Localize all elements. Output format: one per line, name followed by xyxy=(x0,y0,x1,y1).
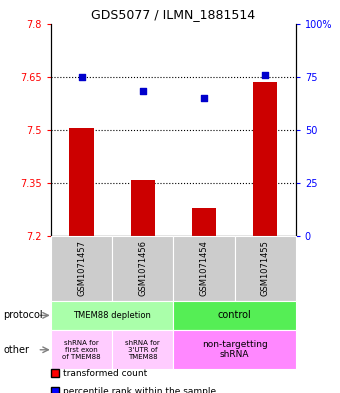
Point xyxy=(79,73,84,80)
Point xyxy=(140,88,146,95)
Text: protocol: protocol xyxy=(3,310,43,320)
Bar xyxy=(131,180,155,236)
Title: GDS5077 / ILMN_1881514: GDS5077 / ILMN_1881514 xyxy=(91,8,255,21)
Text: percentile rank within the sample: percentile rank within the sample xyxy=(63,387,216,393)
Point xyxy=(201,95,207,101)
Bar xyxy=(69,128,94,236)
Text: other: other xyxy=(3,345,29,355)
Text: non-targetting
shRNA: non-targetting shRNA xyxy=(202,340,268,360)
Text: transformed count: transformed count xyxy=(63,369,147,378)
Text: shRNA for
first exon
of TMEM88: shRNA for first exon of TMEM88 xyxy=(62,340,101,360)
Point xyxy=(262,72,268,78)
Text: GSM1071456: GSM1071456 xyxy=(138,240,147,296)
Text: TMEM88 depletion: TMEM88 depletion xyxy=(73,311,151,320)
Text: GSM1071455: GSM1071455 xyxy=(261,240,270,296)
Text: control: control xyxy=(218,310,252,320)
Text: shRNA for
3'UTR of
TMEM88: shRNA for 3'UTR of TMEM88 xyxy=(125,340,160,360)
Bar xyxy=(253,82,277,236)
Bar xyxy=(192,208,216,236)
Text: GSM1071454: GSM1071454 xyxy=(200,240,208,296)
Text: GSM1071457: GSM1071457 xyxy=(77,240,86,296)
